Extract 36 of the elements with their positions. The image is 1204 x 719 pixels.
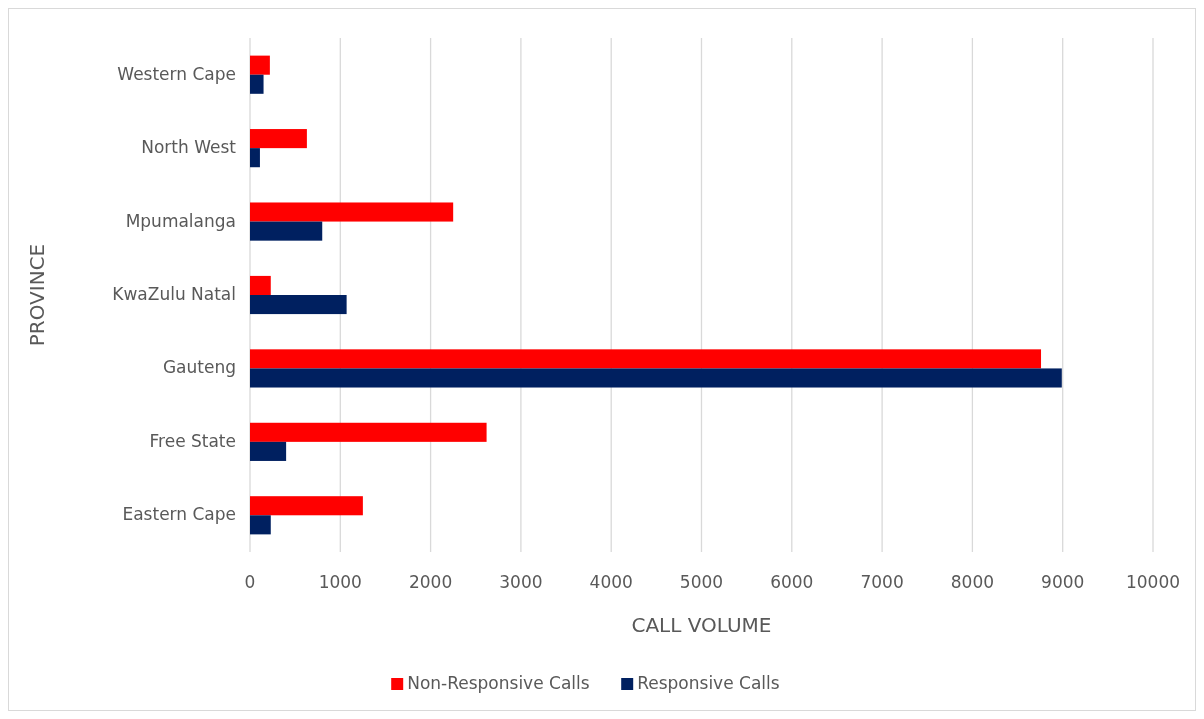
bar — [250, 422, 487, 442]
bar — [250, 368, 1062, 388]
legend-label: Responsive Calls — [637, 673, 780, 693]
y-tick-label: Eastern Cape — [122, 504, 236, 525]
x-tick-label: 3000 — [499, 572, 543, 592]
x-axis-title: CALL VOLUME — [631, 613, 772, 637]
bar — [250, 515, 271, 535]
y-tick-label: North West — [141, 137, 237, 158]
x-tick-label: 2000 — [408, 572, 453, 592]
bar — [250, 275, 271, 295]
x-tick-label: 4000 — [589, 572, 633, 592]
x-tick-label: 5000 — [679, 572, 724, 592]
x-tick-label: 0 — [244, 572, 256, 592]
y-tick-label: Western Cape — [117, 63, 236, 84]
bar — [250, 55, 270, 75]
bar — [250, 349, 1042, 369]
x-tick-label: 10000 — [1125, 572, 1181, 592]
bar — [250, 295, 347, 315]
bar — [250, 148, 260, 168]
legend-label: Non-Responsive Calls — [407, 673, 590, 693]
y-tick-label: Free State — [149, 430, 236, 451]
bar — [250, 221, 323, 241]
bar — [250, 496, 363, 516]
y-axis-title: PROVINCE — [25, 243, 49, 347]
x-tick-label: 1000 — [318, 572, 362, 592]
y-tick-label: Gauteng — [162, 357, 236, 378]
y-tick-label: Mpumalanga — [125, 210, 236, 231]
bar — [250, 74, 264, 94]
bar — [250, 441, 287, 461]
bar — [250, 129, 307, 149]
x-tick-label: 9000 — [1041, 572, 1085, 592]
y-tick-label: KwaZulu Natal — [112, 284, 236, 304]
bar — [250, 202, 454, 222]
x-tick-label: 7000 — [860, 572, 904, 592]
x-tick-label: 8000 — [950, 572, 995, 592]
x-tick-label: 6000 — [770, 572, 814, 592]
